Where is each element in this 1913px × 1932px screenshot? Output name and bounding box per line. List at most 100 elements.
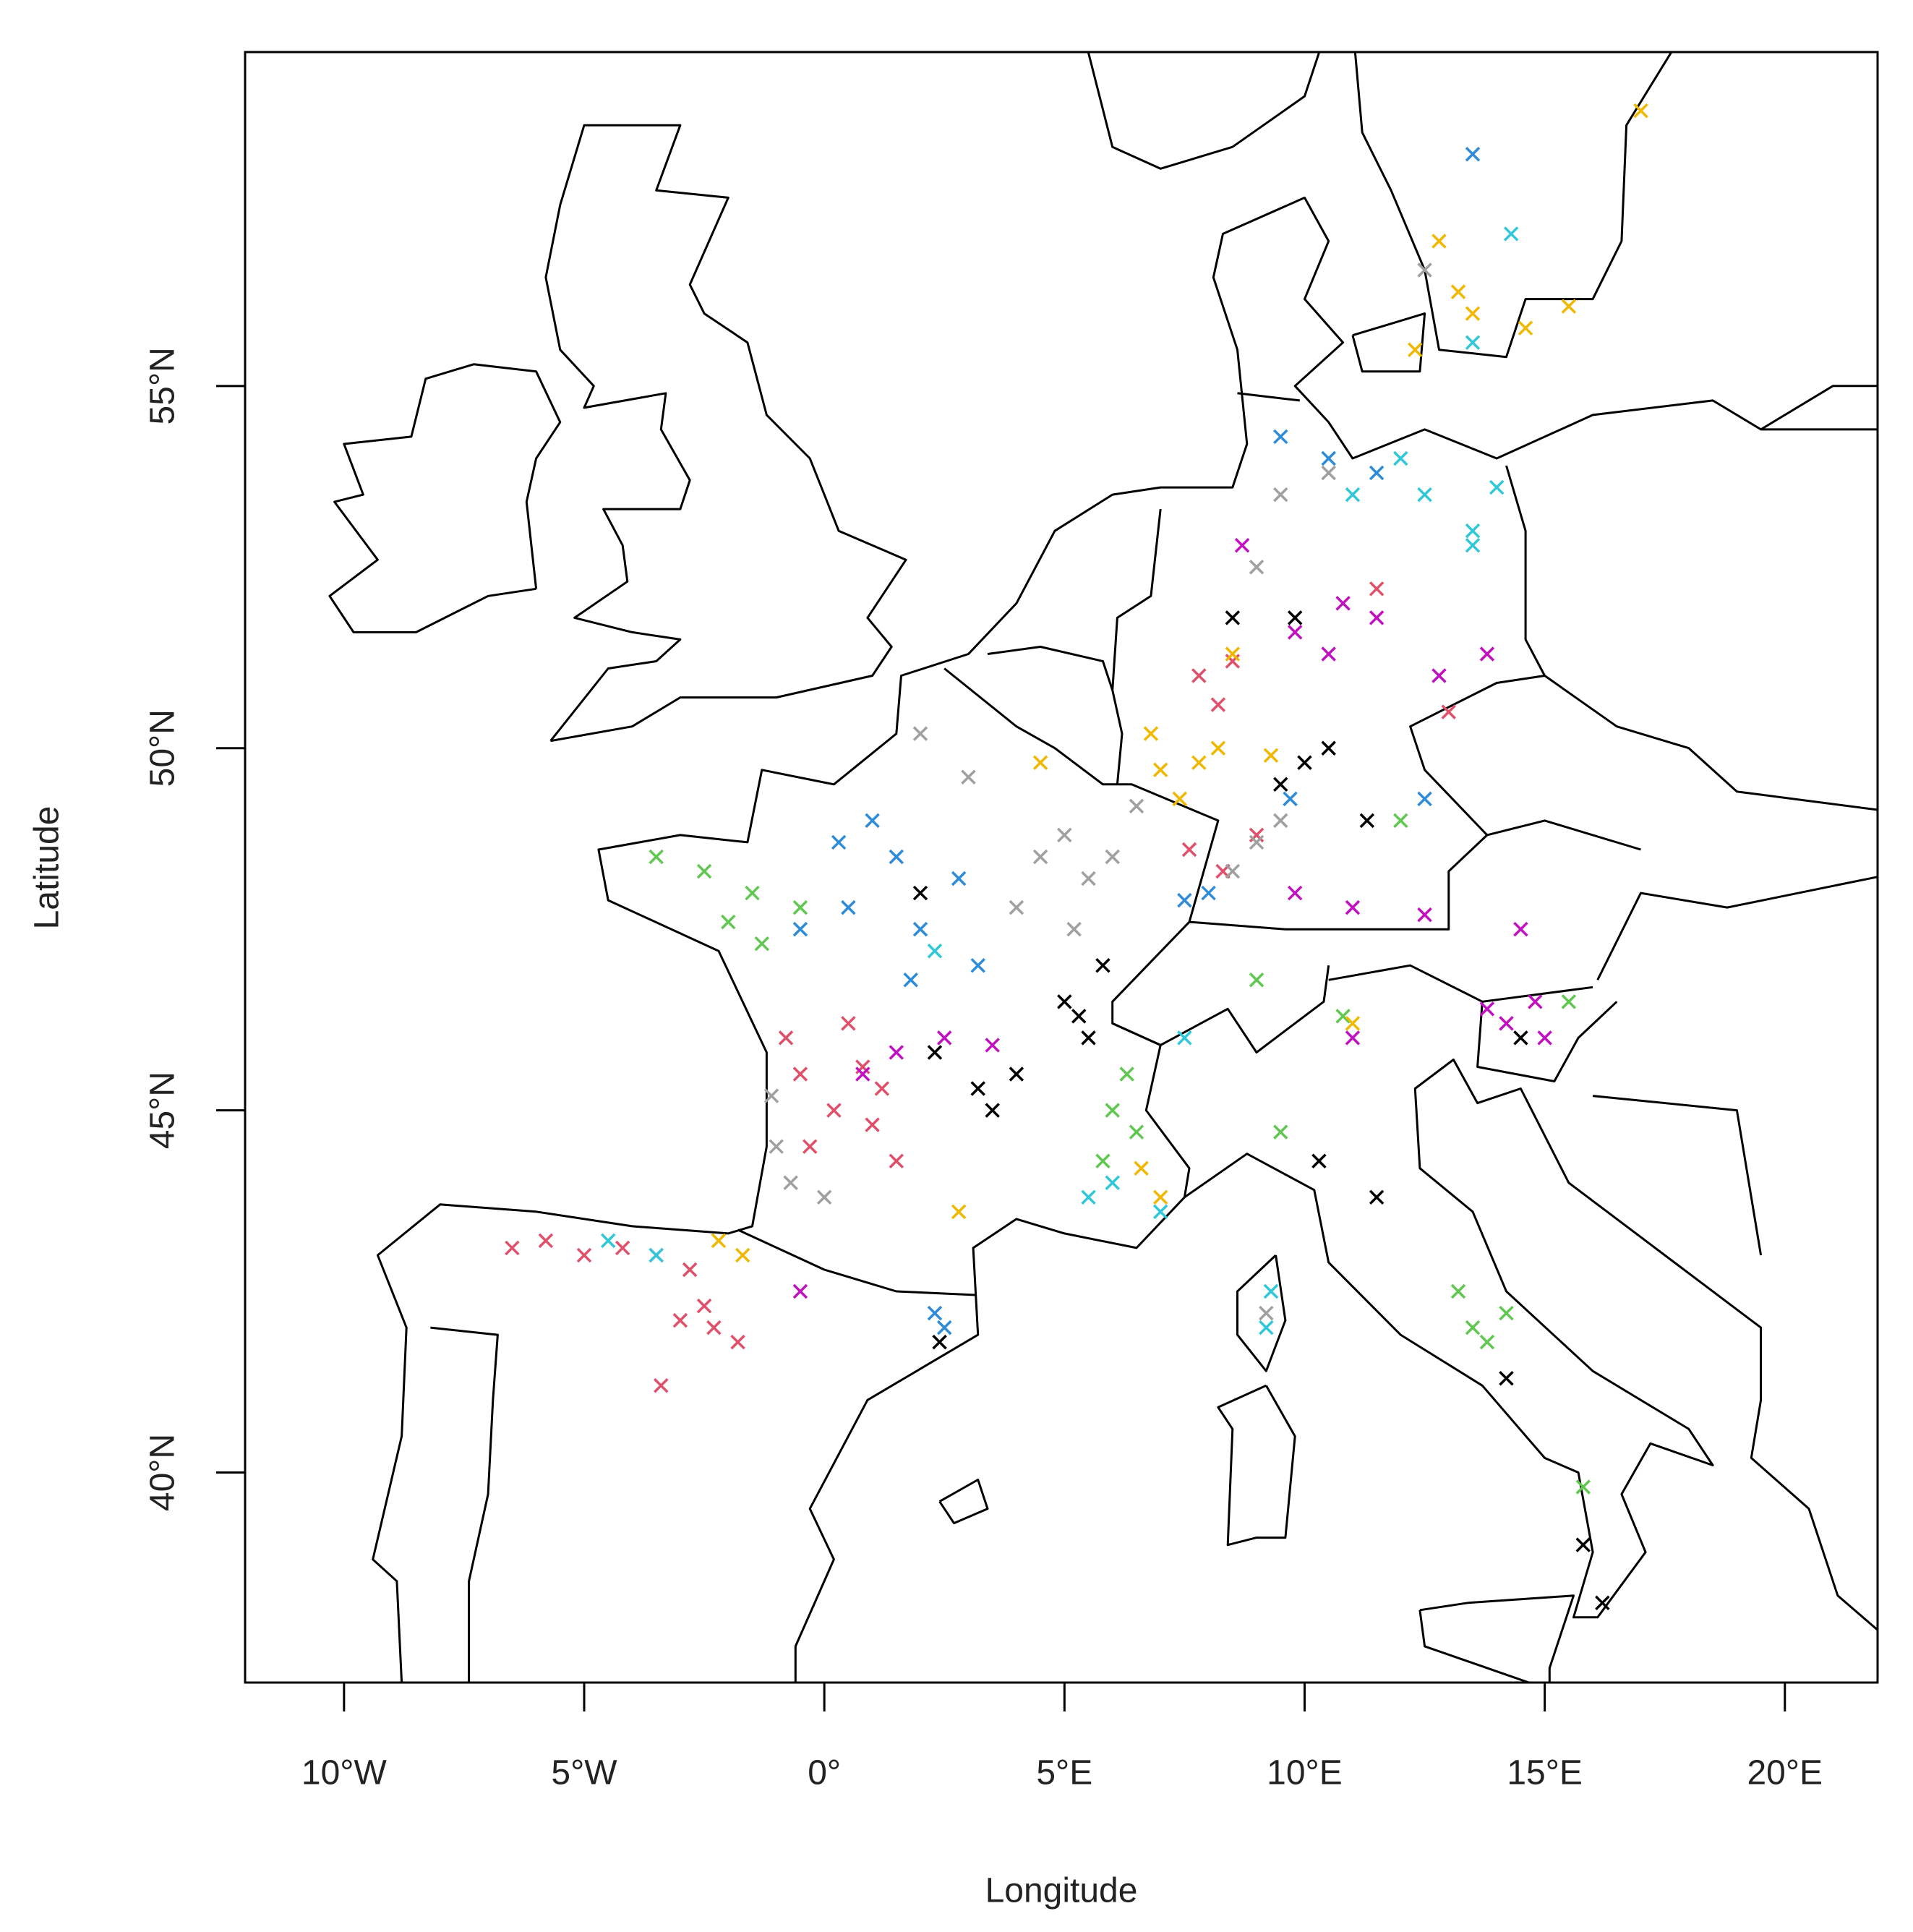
y-tick-label: 40°N: [144, 1434, 182, 1511]
point: [600, 1233, 616, 1249]
y-axis-label: Latitude: [28, 806, 67, 930]
point: [1105, 1175, 1120, 1191]
point: [1287, 610, 1303, 625]
point: [1095, 1153, 1110, 1168]
coastline: [1596, 876, 1878, 980]
point: [912, 921, 928, 937]
coastline: [1592, 1095, 1763, 1256]
x-tick-label: 10°E: [1267, 1754, 1343, 1792]
point: [937, 1030, 952, 1046]
point: [1369, 1189, 1385, 1205]
point: [1143, 726, 1159, 741]
point: [927, 1305, 943, 1321]
point: [1465, 523, 1481, 539]
point: [1249, 827, 1264, 843]
point: [1273, 429, 1288, 445]
point: [1057, 827, 1072, 843]
point: [1225, 654, 1241, 669]
point: [538, 1233, 554, 1249]
coastline: [544, 124, 907, 743]
coastline: [1111, 508, 1162, 691]
point: [721, 914, 736, 930]
point: [1465, 1320, 1481, 1335]
point: [672, 1312, 688, 1328]
point: [1561, 994, 1577, 1009]
point: [1528, 994, 1543, 1009]
point: [1283, 791, 1298, 807]
point: [735, 1247, 750, 1263]
x-axis-label: Longitude: [985, 1872, 1138, 1910]
plot-frame: [244, 51, 1879, 1684]
coastlines: [328, 52, 1878, 1683]
point: [1499, 1016, 1514, 1031]
point: [783, 1175, 798, 1191]
point: [1499, 1371, 1514, 1386]
point: [1450, 1283, 1466, 1299]
coastline: [943, 667, 1220, 1198]
point: [1081, 871, 1096, 886]
points: [505, 103, 1648, 1611]
point: [615, 1240, 630, 1256]
point: [1537, 1030, 1552, 1046]
point: [792, 1067, 808, 1082]
point: [889, 1153, 904, 1168]
point: [1513, 1030, 1528, 1046]
point: [1152, 1189, 1168, 1205]
point: [1201, 885, 1216, 901]
point: [1129, 1124, 1144, 1140]
point: [1499, 1305, 1514, 1321]
coastline: [1486, 819, 1641, 851]
point: [1518, 320, 1533, 335]
point: [1575, 1479, 1591, 1495]
point: [1595, 1595, 1610, 1611]
point: [1210, 740, 1226, 756]
point: [792, 921, 808, 937]
point: [1575, 1537, 1591, 1552]
coastline: [1418, 1594, 1575, 1683]
point: [1465, 147, 1481, 162]
point: [654, 1378, 669, 1393]
point: [1152, 762, 1168, 777]
point: [769, 1139, 784, 1154]
point: [1369, 610, 1385, 625]
point: [1513, 921, 1528, 937]
point: [1009, 899, 1024, 915]
point: [903, 973, 918, 988]
point: [1479, 1334, 1495, 1350]
point: [1105, 849, 1120, 865]
point: [1450, 284, 1466, 299]
point: [649, 849, 664, 865]
y-tick-label: 55°N: [144, 347, 182, 424]
point: [1393, 450, 1408, 466]
point: [985, 1103, 1000, 1118]
point: [816, 1189, 832, 1205]
x-tick-label: 20°E: [1747, 1754, 1823, 1792]
point: [1249, 834, 1264, 850]
coastline: [1189, 465, 1546, 931]
point: [865, 813, 880, 829]
coastline: [794, 1059, 1878, 1683]
point: [1177, 892, 1192, 908]
point: [1273, 1124, 1288, 1140]
point: [1287, 885, 1303, 901]
coastline: [1087, 52, 1321, 170]
point: [1417, 487, 1432, 503]
point: [951, 1204, 967, 1220]
point: [855, 1059, 870, 1074]
point: [1345, 899, 1361, 915]
point: [855, 1067, 870, 1082]
point: [730, 1334, 745, 1350]
point: [927, 943, 943, 959]
point: [1249, 973, 1264, 988]
x-tick-label: 10°W: [301, 1754, 388, 1792]
coastline: [1112, 965, 1330, 1053]
point: [802, 1139, 818, 1154]
point: [1081, 1189, 1096, 1205]
point: [1081, 1030, 1096, 1046]
point: [1172, 791, 1187, 807]
coastline: [372, 196, 1878, 1683]
point: [889, 1045, 904, 1060]
x-tick-label: 15°E: [1507, 1754, 1583, 1792]
point: [1345, 1016, 1361, 1031]
point: [1369, 465, 1385, 481]
